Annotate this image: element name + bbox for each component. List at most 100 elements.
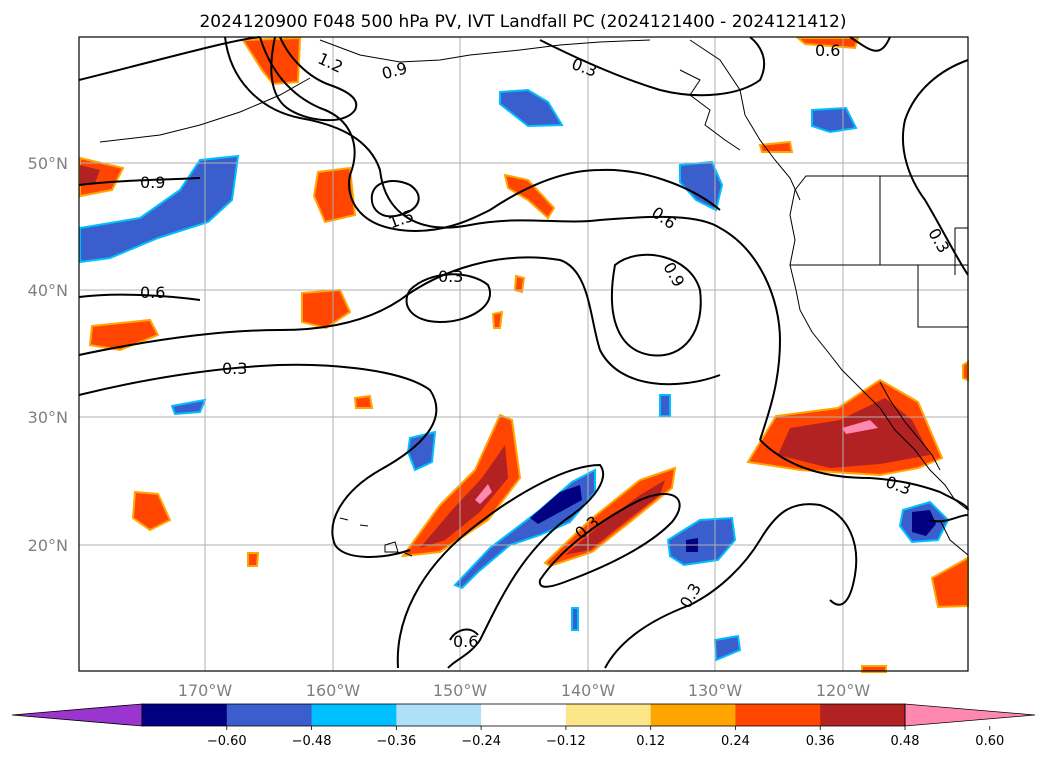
colorbar-segment (820, 704, 906, 726)
anomaly-blob (565, 480, 665, 555)
contour-line (929, 514, 969, 523)
colorbar-segment (650, 704, 736, 726)
anomaly-blob (659, 394, 671, 417)
colorbar-segment (481, 704, 567, 726)
negative-anomaly-blobs (79, 88, 950, 662)
bc-coast (689, 39, 801, 201)
contour-label: 0.6 (648, 203, 680, 233)
anomaly-blob (571, 607, 579, 631)
lon-label: 150°W (433, 681, 488, 700)
anomaly-blob (842, 420, 878, 434)
contour-line (78, 363, 438, 558)
figure-title: 2024120900 F048 500 hPa PV, IVT Landfall… (199, 12, 846, 32)
lon-label: 120°W (816, 681, 871, 700)
anomaly-blob (713, 634, 742, 662)
anomaly-blob (530, 485, 582, 524)
anomaly-blob (513, 274, 526, 294)
colorbar-frame (141, 703, 906, 727)
contour-line (449, 628, 479, 641)
anomaly-blob (353, 394, 374, 409)
alaska-coast (319, 39, 651, 63)
anomaly-blob (312, 166, 357, 224)
anomaly-blob (420, 445, 508, 548)
contour-label: 0.6 (815, 41, 840, 60)
map-border (78, 36, 969, 672)
colorbar-segment (311, 704, 397, 726)
contour-line (259, 36, 721, 232)
colorbar-tick-label: −0.48 (292, 734, 332, 749)
contour-line (405, 273, 491, 324)
contour-line (610, 253, 702, 357)
colorbar-segment (396, 704, 482, 726)
contour-line (370, 180, 420, 218)
contour-line (604, 503, 858, 669)
contour-label: 0.6 (140, 283, 165, 302)
bc-islands (679, 69, 741, 151)
contour-label: 1.2 (315, 49, 346, 77)
colorbar-tick-label: 0.60 (975, 734, 1004, 749)
contour-line (78, 36, 261, 81)
anomaly-blob (475, 484, 492, 504)
colorbar-extend-high (904, 703, 1036, 727)
colorbar-tick-label: 0.24 (721, 734, 750, 749)
anomaly-blob (170, 398, 207, 416)
anomaly-blob (247, 552, 260, 567)
baja-coast (879, 381, 941, 471)
contour-line (78, 256, 721, 386)
north-america-coast (789, 175, 969, 511)
contour-line (849, 36, 891, 52)
contour-line (270, 36, 358, 122)
anomaly-blob (962, 360, 969, 382)
contour-label: 0.9 (380, 58, 410, 83)
anomaly-blob (811, 106, 858, 134)
colorbar-segment (565, 704, 652, 726)
graticule (79, 37, 968, 671)
map-panel: 0.9 0.6 0.3 1.5 1.2 0.9 0.3 0.6 0.9 0.3 … (78, 36, 969, 673)
contour-label: 0.9 (659, 259, 688, 291)
colorbar-tick-label: −0.24 (461, 734, 501, 749)
contour-line (538, 492, 681, 588)
colorbar-tick-label: 0.36 (806, 734, 835, 749)
anomaly-blob (88, 318, 160, 352)
contour-line (759, 439, 969, 511)
lon-label: 170°W (178, 681, 233, 700)
hawaii-islands (339, 517, 413, 557)
anomaly-blob (503, 173, 556, 220)
coastlines (99, 39, 969, 557)
contour-label: 0.3 (222, 359, 247, 378)
lon-label: 160°W (306, 681, 361, 700)
colorbar-tick-label: −0.60 (207, 734, 247, 749)
anomaly-blob (79, 154, 240, 264)
longitude-labels: 170°W 160°W 150°W 140°W 130°W 120°W (178, 681, 871, 700)
mexico-coast (939, 519, 969, 556)
colorbar-tick-label: −0.36 (376, 734, 416, 749)
us-border (790, 176, 969, 328)
colorbar: −0.60 −0.48 −0.36 −0.24 −0.12 0.12 0.24 0.36 0.4… (11, 703, 1036, 749)
colorbar-segment (226, 704, 313, 726)
anomaly-blob (666, 516, 737, 567)
anomaly-blob (301, 288, 352, 330)
contour-label: 0.3 (676, 580, 705, 612)
contour-line (901, 59, 969, 276)
anomaly-blob (80, 165, 100, 186)
anomaly-blob (758, 140, 794, 153)
anomaly-blob (778, 398, 930, 468)
contour-line (78, 293, 201, 301)
lat-label: 30°N (28, 408, 68, 427)
anomaly-blob (930, 556, 969, 609)
colorbar-tick-label: −0.12 (546, 734, 586, 749)
contour-line (78, 177, 201, 186)
positive-anomaly-blobs (79, 36, 969, 673)
lat-label: 20°N (28, 536, 68, 555)
contour-label: 0.3 (438, 267, 463, 286)
colorbar-tick-label: 0.12 (636, 734, 665, 749)
contour-line (539, 36, 766, 97)
anomaly-blob (499, 88, 564, 128)
contour-label: 0.6 (453, 632, 478, 651)
lat-label: 50°N (28, 154, 68, 173)
contour-line (396, 463, 605, 669)
contour-label: 0.3 (883, 472, 913, 499)
anomaly-blob (406, 430, 437, 472)
colorbar-segment (142, 704, 228, 726)
